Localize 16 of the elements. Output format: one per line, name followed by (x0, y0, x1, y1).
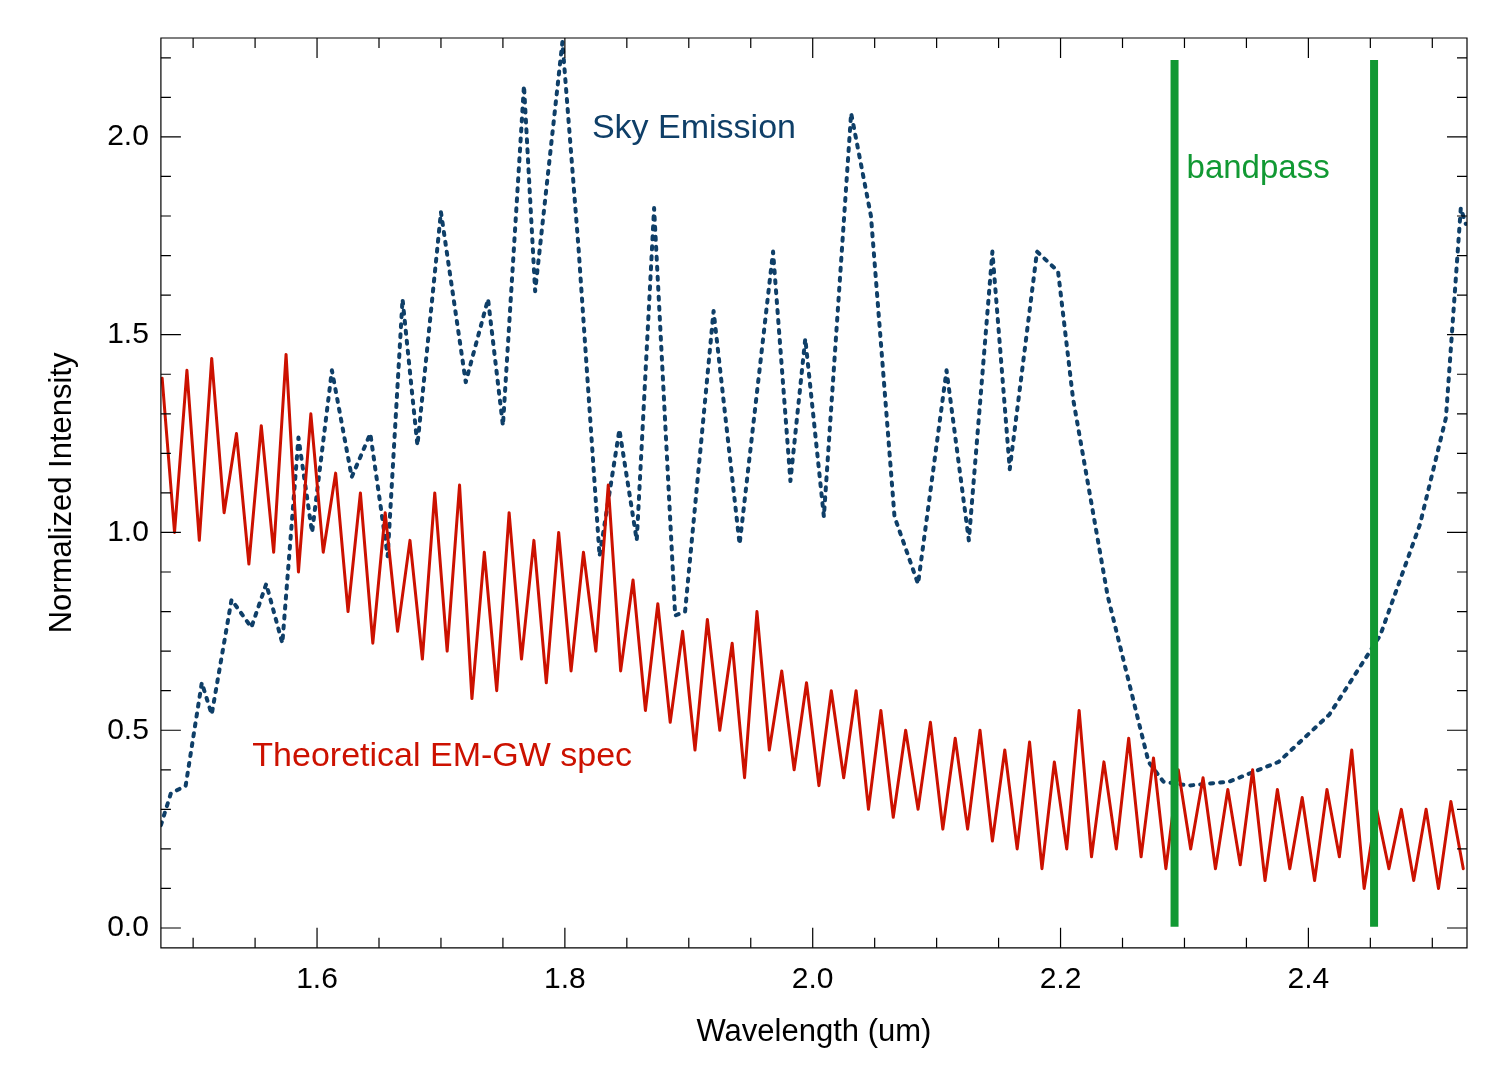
y-axis-title: Normalized Intensity (43, 351, 79, 634)
y-tick-label: 1.0 (107, 513, 149, 547)
x-tick-label: 1.6 (296, 961, 338, 995)
y-tick-label: 0.5 (107, 711, 149, 745)
series-label: Sky Emission (591, 107, 796, 146)
annotation: bandpass (1186, 148, 1330, 185)
x-tick-label: 2.0 (791, 961, 834, 995)
x-tick-label: 2.4 (1287, 961, 1330, 995)
series-label: Theoretical EM-GW spec (252, 735, 633, 774)
x-axis-title: Wavelength (um) (696, 1012, 932, 1048)
y-tick-label: 0.0 (107, 909, 149, 943)
y-tick-label: 2.0 (107, 118, 149, 152)
x-tick-label: 1.8 (544, 961, 586, 995)
line-series (160, 39, 1467, 828)
x-tick-label: 2.2 (1039, 961, 1082, 995)
y-tick-label: 1.5 (107, 315, 149, 349)
